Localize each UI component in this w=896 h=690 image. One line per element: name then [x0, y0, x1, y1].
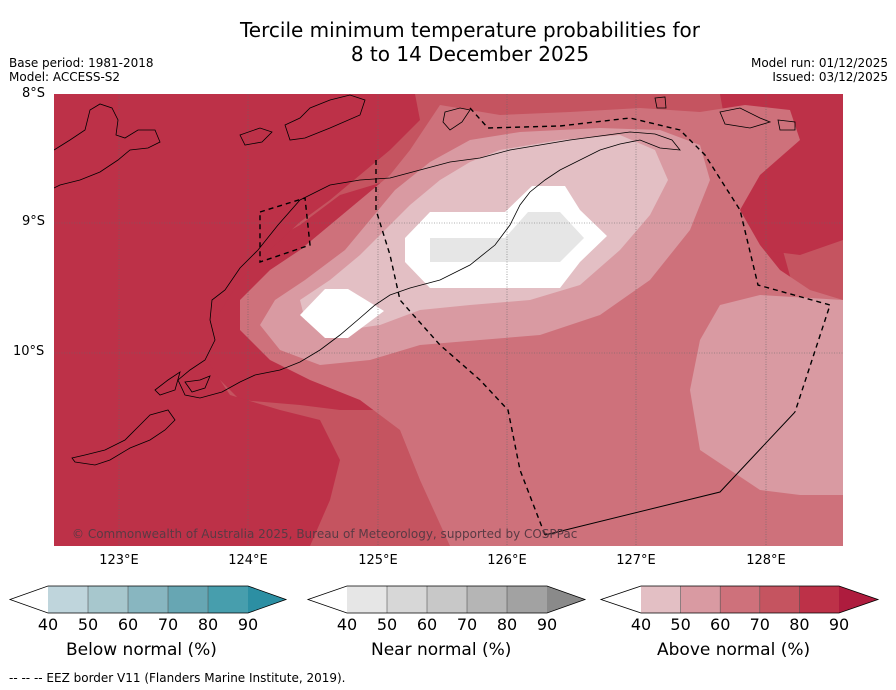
lat-label-10s: 10°S — [13, 344, 45, 359]
colorbar-near-tick: 80 — [496, 615, 518, 634]
lon-label-126e: 126°E — [487, 553, 527, 568]
eez-border-west — [375, 160, 546, 536]
coast-rote — [184, 375, 211, 393]
colorbar-near-segment — [467, 586, 507, 613]
lat-label-9s: 9°S — [22, 214, 46, 229]
model-run: Model run: 01/12/2025 — [750, 56, 888, 70]
colorbar-above-tick: 90 — [828, 615, 850, 634]
colorbar-near-tick: 50 — [376, 615, 398, 634]
colorbar-near — [306, 585, 587, 614]
coastlines — [54, 94, 796, 466]
colorbar-below-extend-low — [10, 586, 48, 613]
colorbar-near-tick: 40 — [336, 615, 358, 634]
colorbars — [8, 585, 880, 614]
colorbar-near-outline — [306, 585, 587, 614]
colorbar-label-near: Near normal (%) — [371, 640, 512, 660]
colorbar-below-tick: 60 — [117, 615, 139, 634]
colorbar-near-extend-high — [547, 586, 585, 613]
coast-sumba — [71, 409, 176, 466]
coast-savu — [154, 371, 181, 396]
colorbar-below-segment — [48, 586, 88, 613]
colorbar-above-tick: 60 — [710, 615, 731, 634]
meta-right: Model run: 01/12/2025 Issued: 03/12/2025 — [751, 56, 888, 84]
coast-alor — [239, 127, 273, 146]
zone-above-50-east — [690, 295, 843, 495]
colorbar-below-segment — [128, 586, 168, 613]
lat-label-8s: 8°S — [22, 86, 46, 101]
colorbar-above-extend-low — [601, 586, 641, 613]
colorbar-above-segment — [799, 586, 839, 613]
map-title: Tercile minimum temperature probabilitie… — [0, 18, 896, 66]
meta-left: Base period: 1981-2018 Model: ACCESS-S2 — [9, 56, 154, 84]
colorbar-label-below: Below normal (%) — [66, 640, 217, 660]
colorbar-above-segment — [720, 586, 760, 613]
colorbar-above-tick: 50 — [670, 615, 691, 634]
coast-east-islands — [654, 96, 796, 131]
copyright-text: © Commonwealth of Australia 2025, Bureau… — [72, 527, 578, 541]
colorbar-above-extend-high — [839, 586, 878, 613]
colorbar-above-tick: 40 — [630, 615, 652, 634]
colorbar-above-segment — [680, 586, 721, 613]
title-line-2: 8 to 14 December 2025 — [350, 42, 590, 66]
coast-flores — [54, 103, 161, 189]
colorbar-below-tick: 50 — [77, 615, 99, 634]
colorbar-below-tick: 90 — [237, 615, 259, 634]
lon-label-123e: 123°E — [99, 553, 139, 568]
colorbar-near-tick: 60 — [416, 615, 438, 634]
coast-wetar — [442, 107, 471, 131]
colorbar-near-tick: 70 — [456, 615, 478, 634]
colorbar-below-segment — [168, 586, 208, 613]
lon-label-128e: 128°E — [746, 553, 786, 568]
zone-above-80-upper — [54, 94, 420, 546]
colorbar-above-segment — [759, 586, 800, 613]
colorbar-below-tick: 70 — [157, 615, 179, 634]
colorbar-label-above: Above normal (%) — [657, 640, 811, 660]
colorbar-near-segment — [507, 586, 547, 613]
colorbar-below-tick: 40 — [37, 615, 59, 634]
model-name: Model: ACCESS-S2 — [9, 70, 121, 84]
eez-border-oecusse — [259, 197, 311, 263]
coast-timor — [177, 131, 681, 399]
eez-footnote: -- -- -- EEZ border V11 (Flanders Marine… — [9, 671, 346, 685]
colorbar-below-extend-high — [248, 586, 286, 613]
lon-label-127e: 127°E — [616, 553, 656, 568]
colorbar-near-extend-low — [308, 586, 347, 613]
zone-no-dominant-sw — [300, 289, 384, 338]
colorbar-near-segment — [427, 586, 467, 613]
colorbar-above-tick: 80 — [789, 615, 810, 634]
coast-islands-n — [284, 94, 366, 141]
colorbar-above-outline — [599, 585, 880, 614]
colorbar-below-segment — [88, 586, 128, 613]
eez-border-solid — [544, 411, 796, 536]
colorbar-below-outline — [8, 585, 288, 614]
issued-date: Issued: 03/12/2025 — [772, 70, 888, 84]
colorbar-above-segment — [641, 586, 681, 613]
eez-border-east — [469, 107, 831, 413]
colorbar-above — [599, 585, 880, 614]
colorbar-below — [8, 585, 288, 614]
graticule — [54, 94, 843, 546]
title-line-1: Tercile minimum temperature probabilitie… — [239, 18, 701, 42]
colorbar-below-tick: 80 — [197, 615, 219, 634]
lon-label-125e: 125°E — [358, 553, 398, 568]
colorbar-near-segment — [387, 586, 427, 613]
base-period: Base period: 1981-2018 — [9, 56, 154, 70]
eez-border — [259, 107, 831, 536]
colorbar-below-segment — [208, 586, 248, 613]
colorbar-above-tick: 70 — [749, 615, 770, 634]
lon-label-124e: 124°E — [228, 553, 268, 568]
colorbar-near-segment — [347, 586, 387, 613]
colorbar-near-tick: 90 — [536, 615, 558, 634]
